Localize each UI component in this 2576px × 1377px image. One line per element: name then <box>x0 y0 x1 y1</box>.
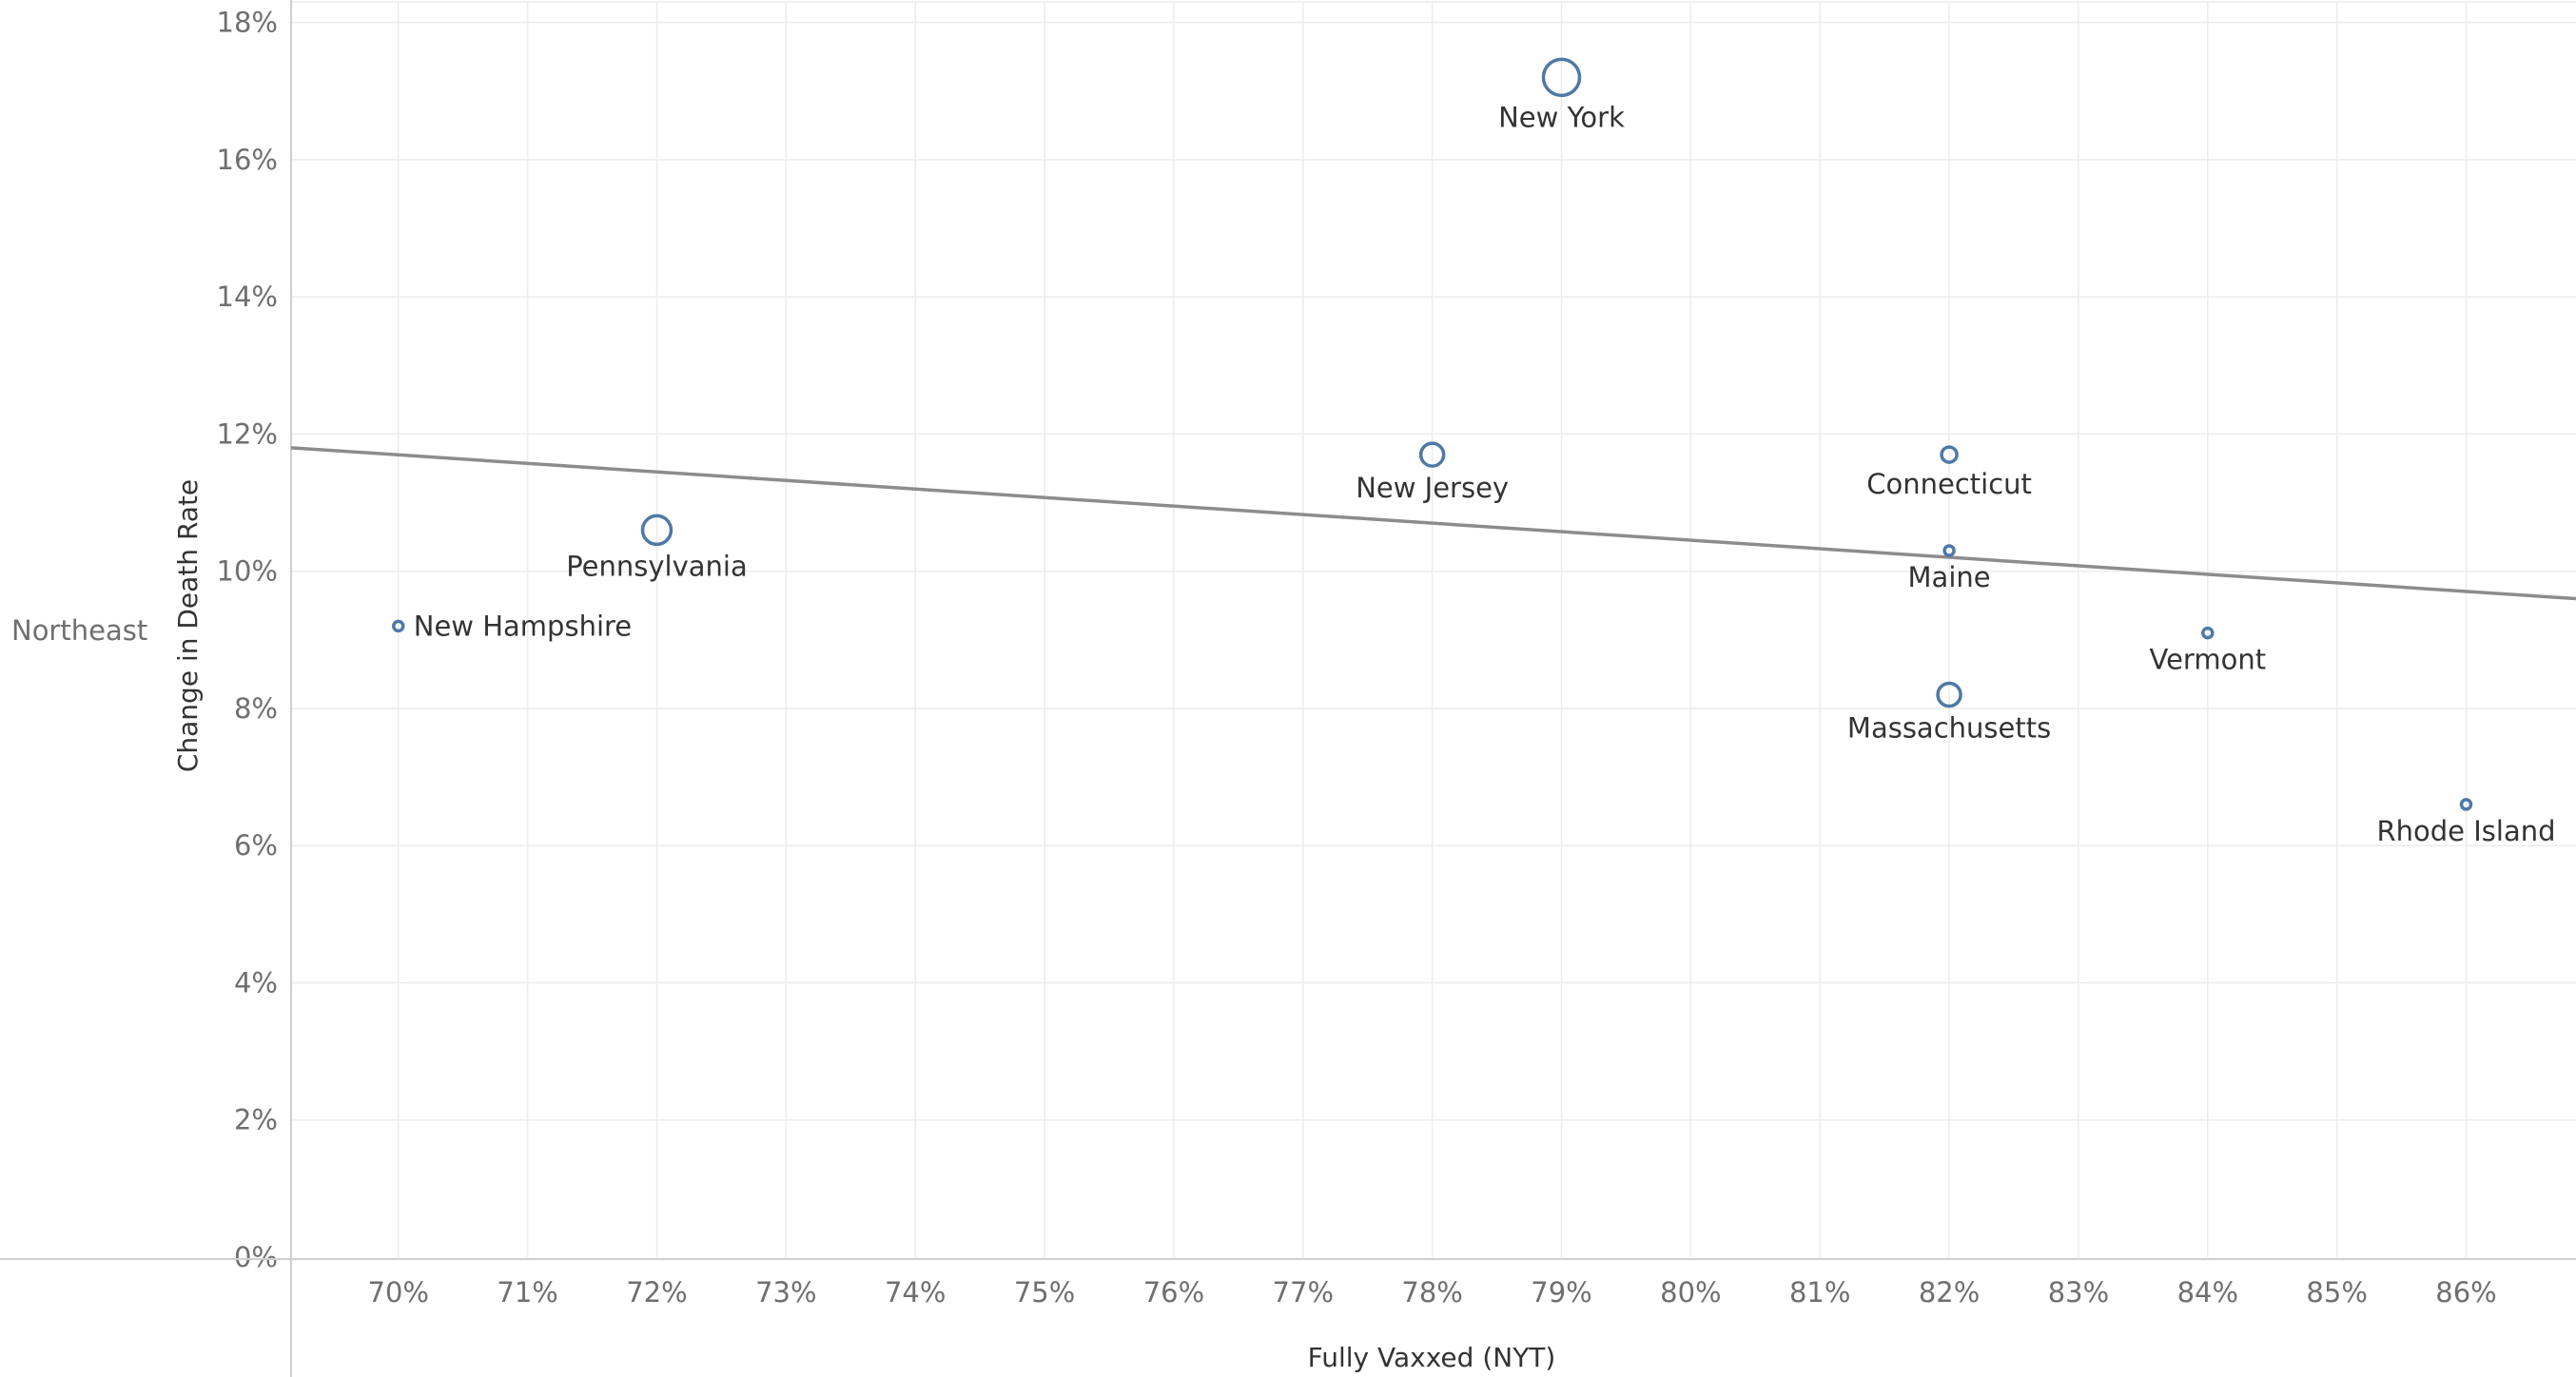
point-label: Vermont <box>2150 644 2267 676</box>
x-tick-label: 77% <box>1273 1276 1334 1309</box>
x-tick-label: 80% <box>1660 1276 1721 1309</box>
point-label: Pennsylvania <box>566 550 748 582</box>
y-tick-label: 2% <box>234 1104 278 1136</box>
point-label: Maine <box>1908 561 1991 593</box>
x-tick-label: 83% <box>2048 1276 2109 1309</box>
x-tick-label: 79% <box>1531 1276 1591 1309</box>
y-tick-label: 4% <box>234 966 278 999</box>
point-label: Connecticut <box>1866 468 2032 500</box>
data-point <box>1942 544 1956 557</box>
y-axis-title: Change in Death Rate <box>172 479 204 772</box>
x-tick-label: 71% <box>497 1276 557 1309</box>
y-tick-label: 16% <box>217 144 278 176</box>
labels-layer: New York New Jersey Connecticut Pennsylvani… <box>414 101 2556 847</box>
point-label: Massachusetts <box>1847 712 2051 745</box>
data-point <box>1418 441 1446 468</box>
x-tick-label: 74% <box>885 1276 946 1309</box>
x-tick-label: 76% <box>1143 1276 1204 1309</box>
data-point <box>1541 57 1582 98</box>
y-tick-label: 18% <box>217 7 278 39</box>
point-label: New Hampshire <box>414 610 632 642</box>
x-tick-label: 72% <box>626 1276 687 1309</box>
y-tick-label: 6% <box>234 829 278 862</box>
data-point <box>1940 445 1959 464</box>
y-tick-label: 10% <box>217 555 278 588</box>
x-tick-label: 82% <box>1919 1276 1980 1309</box>
y-tick-label: 14% <box>217 281 278 313</box>
y-tick-label: 0% <box>234 1241 278 1273</box>
x-tick-label: 75% <box>1014 1276 1075 1309</box>
row-header-label: Northeast <box>11 614 147 647</box>
x-tick-label: 85% <box>2306 1276 2367 1309</box>
x-tick-label: 78% <box>1401 1276 1462 1309</box>
data-point <box>2201 626 2215 640</box>
data-point <box>2459 798 2473 811</box>
point-label: New Jersey <box>1356 472 1509 504</box>
x-tick-label: 73% <box>755 1276 816 1309</box>
point-label: New York <box>1498 101 1625 133</box>
data-point <box>392 619 405 633</box>
x-tick-label: 70% <box>368 1276 429 1309</box>
grid-layer <box>291 1 2576 1257</box>
y-tick-label: 12% <box>217 417 278 450</box>
x-axis-title: Fully Vaxxed (NYT) <box>1308 1342 1556 1373</box>
trend-layer <box>290 446 2576 601</box>
x-tick-label: 84% <box>2177 1276 2238 1309</box>
x-tick-label: 81% <box>1789 1276 1850 1309</box>
points-layer <box>392 57 2473 811</box>
data-point <box>640 514 673 547</box>
y-tick-label: 8% <box>234 692 278 725</box>
data-point <box>1936 681 1962 708</box>
x-tick-label: 86% <box>2435 1276 2496 1309</box>
point-label: Rhode Island <box>2377 815 2556 847</box>
trend-line <box>290 446 2576 601</box>
